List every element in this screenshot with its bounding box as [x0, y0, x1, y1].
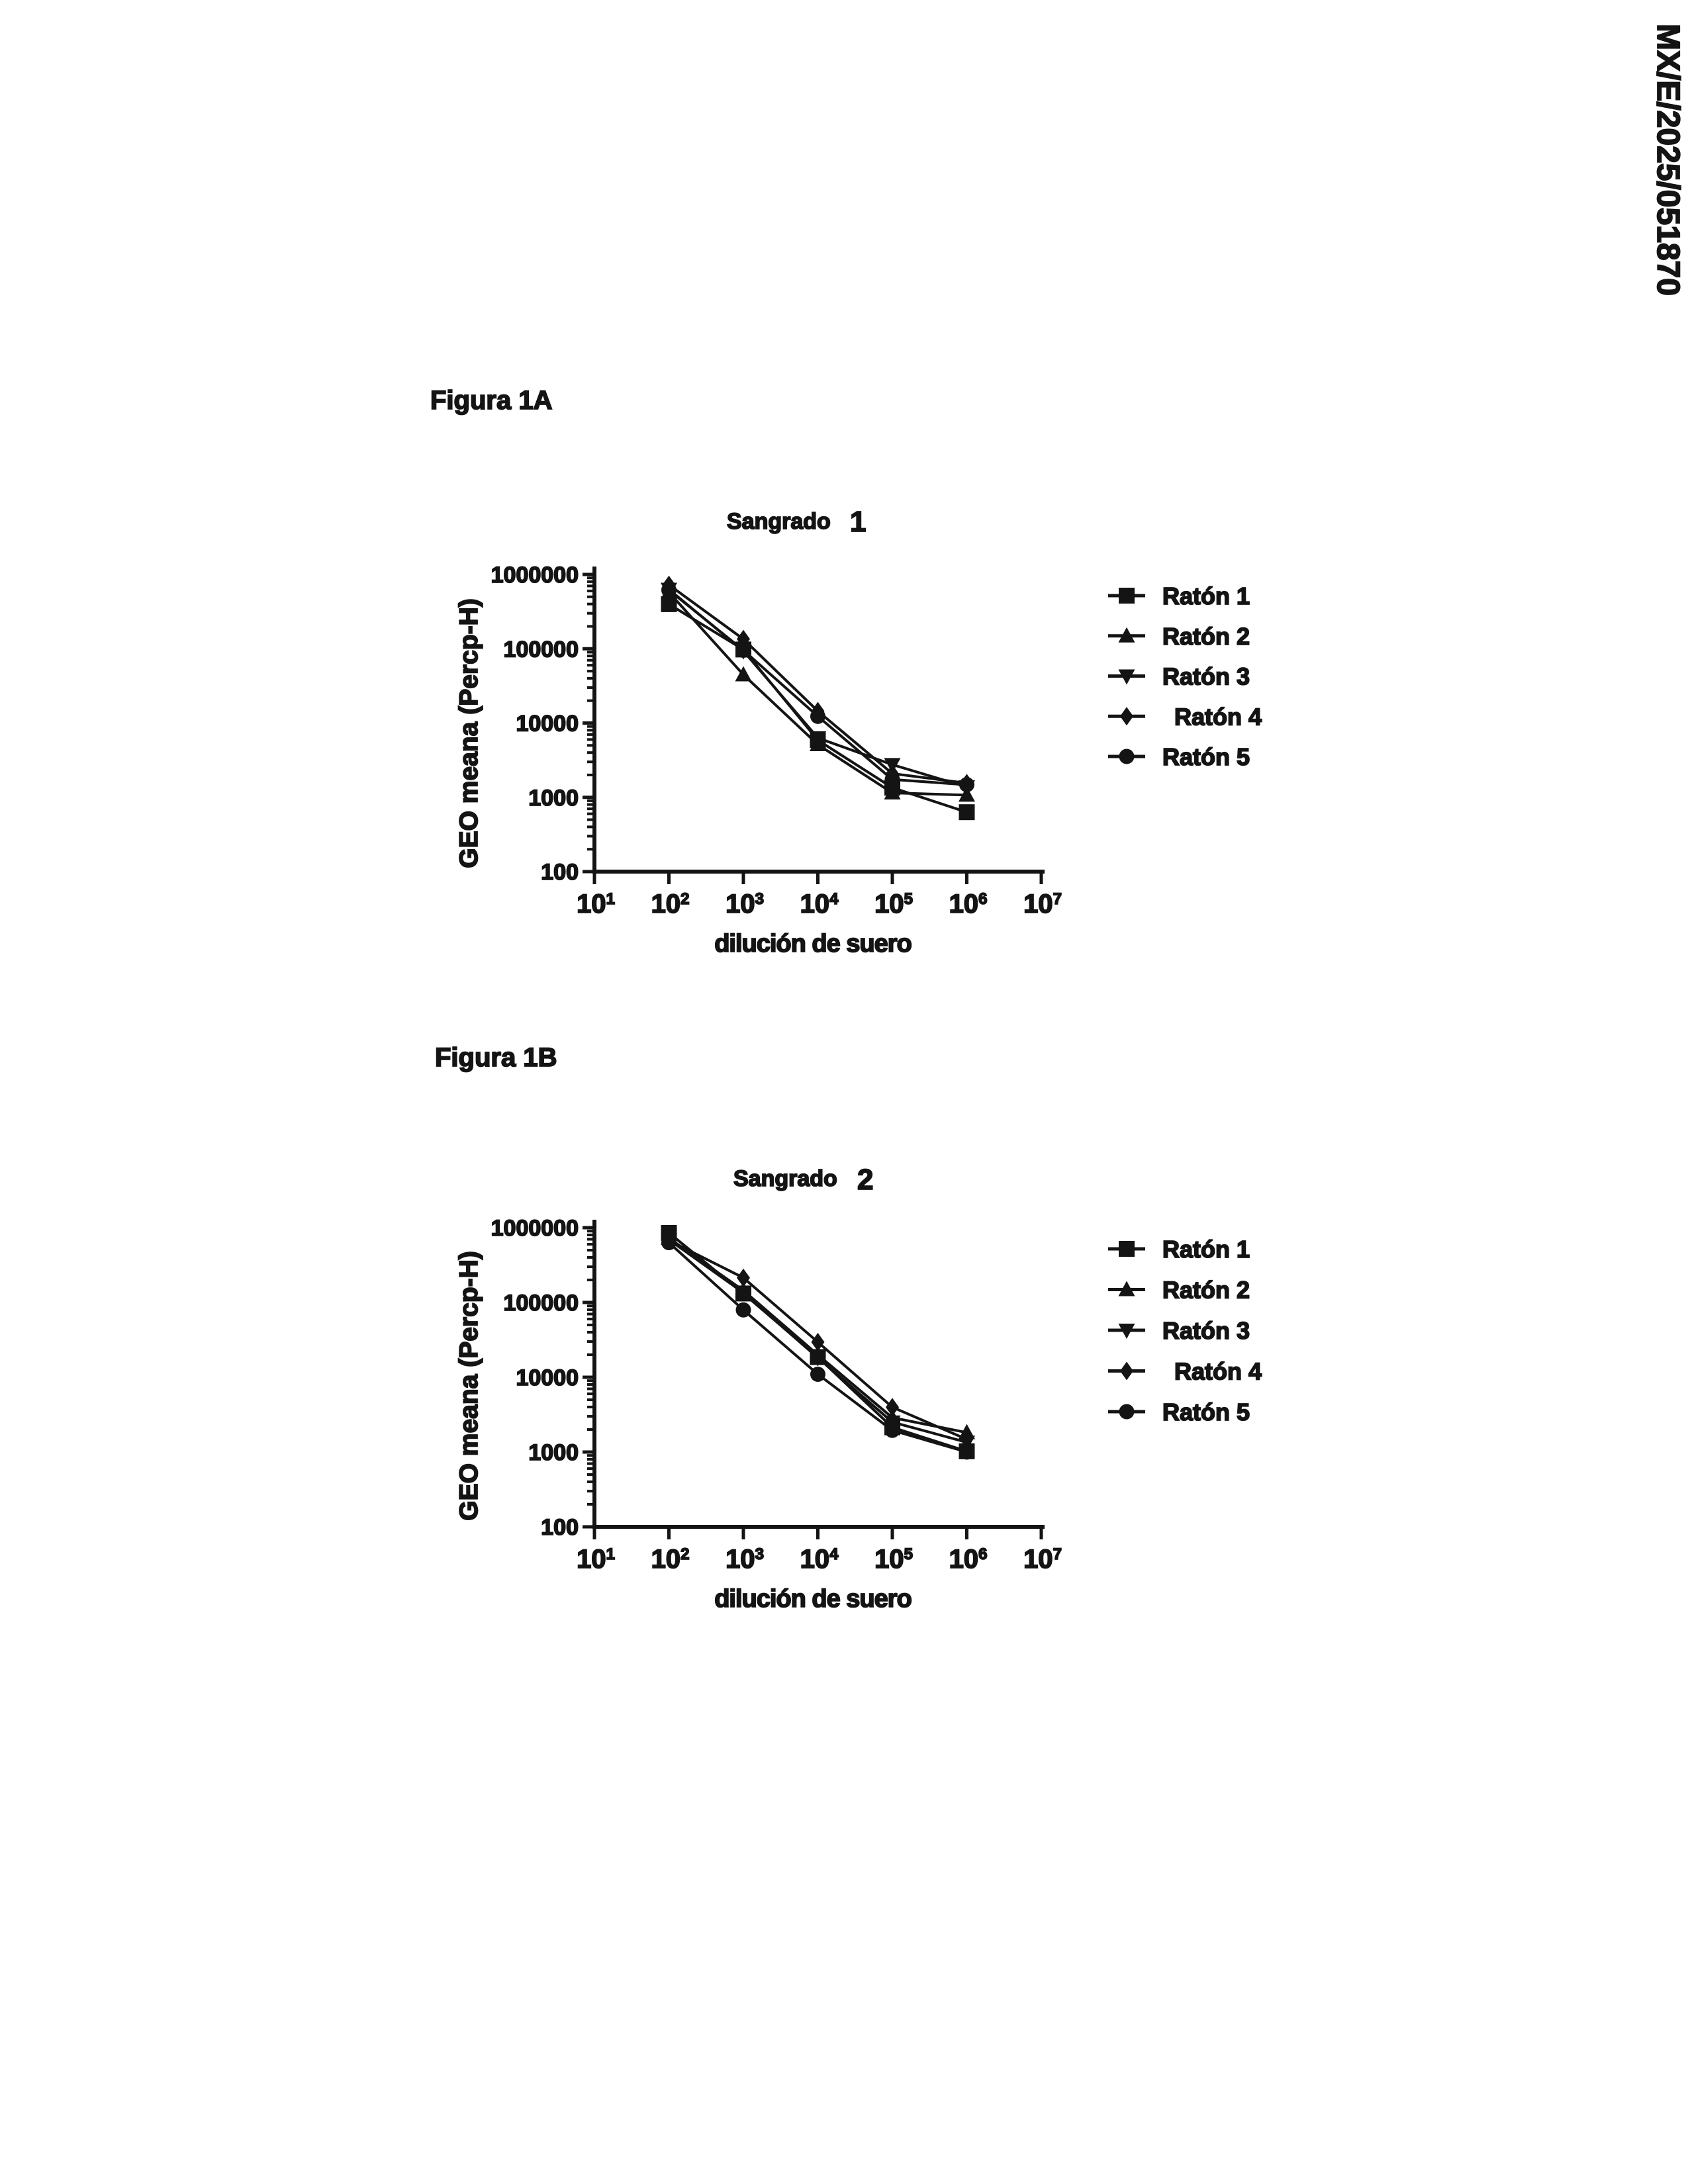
- svg-text:Ratón 1: Ratón 1: [1162, 582, 1250, 610]
- svg-text:101: 101: [577, 889, 615, 919]
- svg-text:Sangrado: Sangrado: [733, 1166, 837, 1191]
- svg-text:100000: 100000: [504, 1291, 579, 1316]
- svg-text:Ratón 2: Ratón 2: [1162, 1277, 1250, 1304]
- svg-text:Figura 1A: Figura 1A: [430, 386, 552, 415]
- svg-text:dilución de suero: dilución de suero: [714, 1585, 912, 1613]
- svg-text:100: 100: [541, 860, 579, 885]
- svg-text:Figura 1B: Figura 1B: [435, 1043, 557, 1072]
- svg-text:104: 104: [800, 1545, 839, 1574]
- svg-text:10000: 10000: [516, 711, 579, 737]
- svg-text:MX/E/2025/051870: MX/E/2025/051870: [1650, 24, 1685, 296]
- svg-text:103: 103: [726, 1545, 764, 1574]
- svg-text:10000: 10000: [516, 1365, 579, 1390]
- svg-text:Ratón 2: Ratón 2: [1162, 623, 1250, 650]
- svg-text:GEO meana (Percp-H): GEO meana (Percp-H): [455, 598, 483, 868]
- svg-text:Ratón 5: Ratón 5: [1162, 1398, 1250, 1426]
- svg-text:1000000: 1000000: [491, 563, 579, 588]
- svg-text:1000: 1000: [528, 1440, 579, 1465]
- svg-text:100: 100: [541, 1515, 579, 1540]
- svg-text:GEO meana (Percp-H): GEO meana (Percp-H): [455, 1251, 483, 1520]
- svg-text:Ratón 3: Ratón 3: [1162, 1317, 1250, 1344]
- svg-text:Ratón 4: Ratón 4: [1162, 1358, 1262, 1385]
- svg-text:Ratón 1: Ratón 1: [1162, 1236, 1250, 1263]
- svg-text:1000000: 1000000: [491, 1216, 579, 1241]
- svg-text:1000: 1000: [528, 786, 579, 811]
- svg-text:Ratón 3: Ratón 3: [1162, 663, 1250, 690]
- svg-text:100000: 100000: [504, 637, 579, 662]
- svg-text:Ratón 5: Ratón 5: [1162, 743, 1250, 770]
- svg-text:104: 104: [800, 889, 839, 919]
- svg-text:1: 1: [850, 506, 866, 538]
- svg-text:103: 103: [726, 889, 764, 919]
- svg-text:dilución de suero: dilución de suero: [714, 930, 912, 958]
- svg-text:Ratón 4: Ratón 4: [1162, 703, 1262, 730]
- svg-text:106: 106: [949, 889, 988, 919]
- svg-text:Sangrado: Sangrado: [727, 509, 831, 534]
- svg-text:2: 2: [857, 1163, 873, 1196]
